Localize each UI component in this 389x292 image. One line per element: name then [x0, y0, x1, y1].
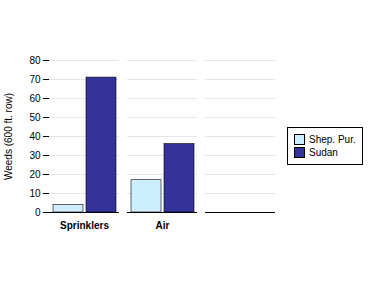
svg-text:Air: Air: [156, 220, 170, 231]
svg-text:50: 50: [29, 112, 41, 123]
svg-text:0: 0: [35, 207, 41, 218]
svg-text:60: 60: [29, 93, 41, 104]
svg-text:Sprinklers: Sprinklers: [60, 220, 109, 231]
html-text:Shep. Pur.: Shep. Pur.: [309, 134, 356, 145]
svg-text:30: 30: [29, 150, 41, 161]
svg-text:70: 70: [29, 74, 41, 85]
svg-text:Weeds (600 ft. row): Weeds (600 ft. row): [3, 93, 14, 180]
svg-text:20: 20: [29, 169, 41, 180]
svg-text:80: 80: [29, 55, 41, 66]
svg-text:40: 40: [29, 131, 41, 142]
svg-text:10: 10: [29, 188, 41, 199]
html-text:Sudan: Sudan: [309, 147, 338, 158]
